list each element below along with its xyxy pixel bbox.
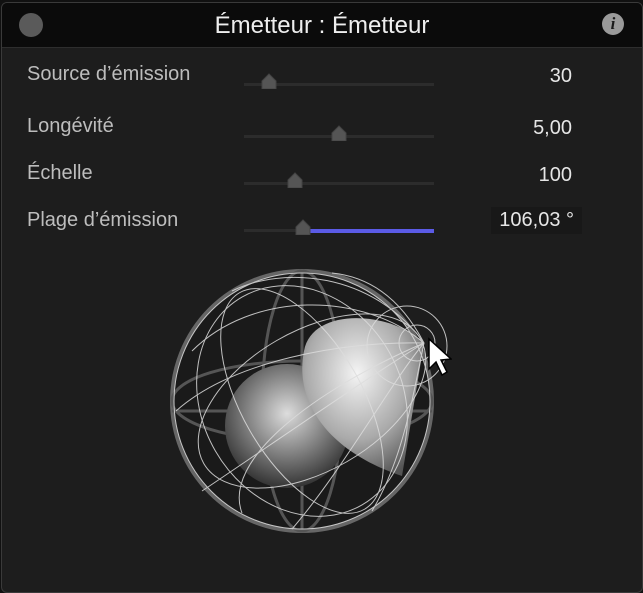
param-label: Source d’émission (27, 63, 191, 85)
param-row: Plage d’émission 106,03 ° (2, 207, 642, 249)
emission-range-sphere[interactable] (162, 251, 452, 541)
param-slider[interactable] (244, 125, 434, 141)
param-slider[interactable] (244, 73, 434, 89)
slider-thumb[interactable] (260, 73, 278, 89)
title-bar: Émetteur : Émetteur i (2, 3, 642, 48)
close-button[interactable] (19, 13, 43, 37)
param-slider[interactable] (244, 219, 434, 235)
param-value[interactable]: 100 (538, 164, 572, 186)
pointer-cursor-icon (428, 337, 452, 377)
param-row: Source d’émission 30 (2, 63, 642, 103)
window-title: Émetteur : Émetteur (214, 12, 430, 39)
param-value[interactable]: 5,00 (533, 117, 572, 139)
slider-fill (302, 229, 434, 233)
param-row: Longévité 5,00 (2, 115, 642, 155)
param-value[interactable]: 106,03 ° (491, 207, 582, 234)
param-slider[interactable] (244, 172, 434, 188)
slider-thumb[interactable] (330, 125, 348, 141)
param-row: Échelle 100 (2, 162, 642, 202)
param-label: Longévité (27, 115, 114, 137)
slider-thumb[interactable] (294, 219, 312, 235)
info-icon[interactable]: i (602, 13, 624, 35)
slider-thumb[interactable] (286, 172, 304, 188)
param-label: Plage d’émission (27, 209, 179, 231)
param-value[interactable]: 30 (549, 65, 572, 87)
param-label: Échelle (27, 162, 93, 184)
